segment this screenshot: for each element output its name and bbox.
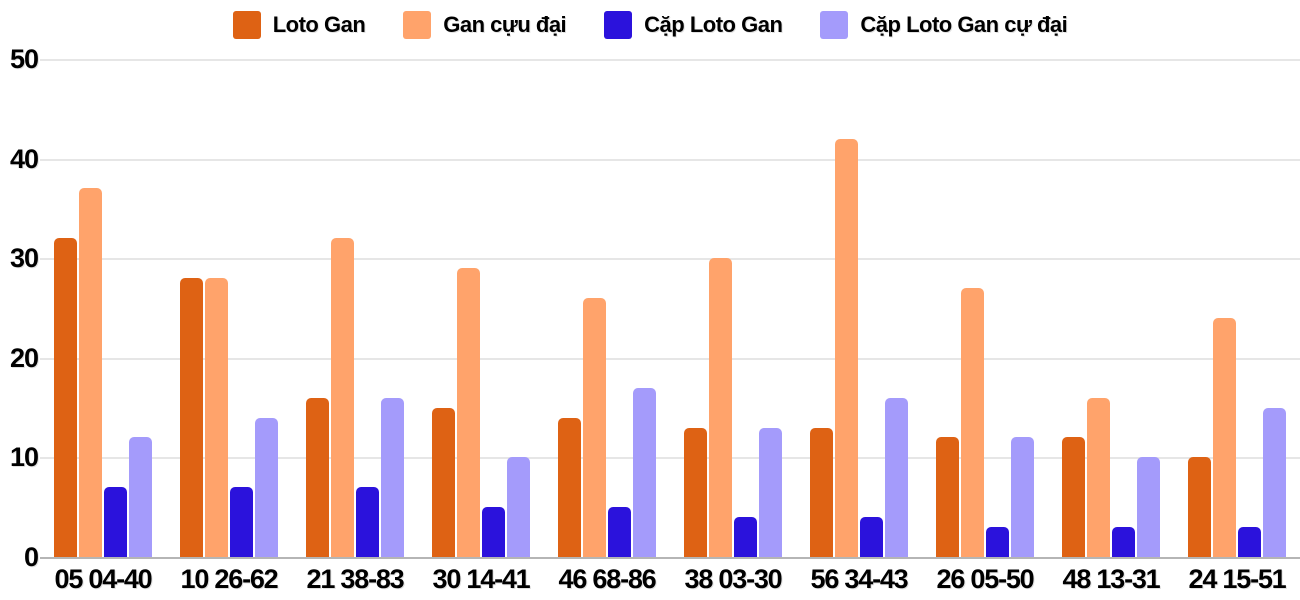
bar-cap-loto-gan-4[interactable]	[482, 507, 505, 557]
x-tick-9: 48 13-31	[1062, 564, 1161, 594]
bar-cap-loto-gan-cu-dai-4[interactable]	[507, 457, 530, 557]
bar-loto-gan-1[interactable]	[54, 238, 77, 557]
bar-cap-loto-gan-cu-dai-7[interactable]	[885, 398, 908, 557]
bar-cap-loto-gan-1[interactable]	[104, 487, 127, 557]
bar-gan-cuu-dai-1[interactable]	[79, 188, 102, 557]
bar-group-8	[922, 60, 1048, 557]
bar-group-6	[670, 60, 796, 557]
bar-cap-loto-gan-cu-dai-6[interactable]	[759, 428, 782, 557]
bar-cap-loto-gan-7[interactable]	[860, 517, 883, 557]
gridline-40	[40, 158, 1300, 161]
bar-gan-cuu-dai-9[interactable]	[1087, 398, 1110, 557]
bar-cap-loto-gan-cu-dai-10[interactable]	[1263, 408, 1286, 557]
bar-cap-loto-gan-cu-dai-5[interactable]	[633, 388, 656, 557]
legend-swatch-cap-loto-gan	[604, 11, 633, 39]
legend-item-loto-gan[interactable]: Loto Gan	[232, 11, 366, 39]
bar-loto-gan-10[interactable]	[1188, 457, 1211, 557]
y-tick-0: 0	[23, 542, 39, 572]
y-tick-40: 40	[9, 143, 39, 174]
gridline-20	[40, 357, 1300, 360]
bar-loto-gan-2[interactable]	[180, 278, 203, 557]
legend-swatch-cap-loto-gan-cu-dai	[820, 11, 849, 39]
x-tick-7: 56 34-43	[810, 564, 909, 594]
y-tick-20: 20	[9, 342, 39, 373]
bar-gan-cuu-dai-3[interactable]	[331, 238, 354, 557]
bar-group-3	[292, 60, 418, 557]
legend-label-cap-loto-gan-cu-dai: Cặp Loto Gan cự đại	[860, 12, 1068, 37]
bar-cap-loto-gan-5[interactable]	[608, 507, 631, 557]
bar-loto-gan-7[interactable]	[810, 428, 833, 557]
bar-cap-loto-gan-6[interactable]	[734, 517, 757, 557]
bar-group-1	[40, 60, 166, 557]
bar-gan-cuu-dai-6[interactable]	[709, 258, 732, 557]
bar-loto-gan-9[interactable]	[1062, 437, 1085, 557]
x-tick-8: 26 05-50	[936, 564, 1035, 594]
legend-label-loto-gan: Loto Gan	[272, 12, 366, 37]
bar-cap-loto-gan-cu-dai-3[interactable]	[381, 398, 404, 557]
x-tick-3: 21 38-83	[306, 564, 405, 594]
bar-group-5	[544, 60, 670, 557]
bar-gan-cuu-dai-5[interactable]	[583, 298, 606, 557]
legend-item-cap-loto-gan[interactable]: Cặp Loto Gan	[604, 11, 783, 39]
bar-gan-cuu-dai-4[interactable]	[457, 268, 480, 557]
gridline-50	[40, 59, 1300, 61]
legend-label-gan-cuu-dai: Gan cựu đại	[443, 12, 567, 37]
gridline-30	[40, 258, 1300, 261]
bar-cap-loto-gan-3[interactable]	[356, 487, 379, 557]
legend-label-cap-loto-gan: Cặp Loto Gan	[644, 12, 783, 37]
bar-gan-cuu-dai-10[interactable]	[1213, 318, 1236, 557]
x-tick-5: 46 68-86	[558, 564, 657, 594]
bar-group-10	[1174, 60, 1300, 557]
y-tick-10: 10	[9, 442, 39, 473]
bar-cap-loto-gan-cu-dai-9[interactable]	[1137, 457, 1160, 557]
bar-cap-loto-gan-8[interactable]	[986, 527, 1009, 557]
bar-cap-loto-gan-10[interactable]	[1238, 527, 1261, 557]
x-tick-10: 24 15-51	[1188, 564, 1287, 594]
legend-item-cap-loto-gan-cu-dai[interactable]: Cặp Loto Gan cự đại	[820, 11, 1068, 39]
bar-cap-loto-gan-cu-dai-2[interactable]	[255, 418, 278, 557]
y-tick-30: 30	[9, 243, 39, 274]
gridline-10	[40, 457, 1300, 460]
bar-group-4	[418, 60, 544, 557]
bar-gan-cuu-dai-2[interactable]	[205, 278, 228, 557]
x-tick-1: 05 04-40	[54, 564, 153, 594]
y-tick-50: 50	[9, 44, 39, 74]
legend-item-gan-cuu-dai[interactable]: Gan cựu đại	[403, 11, 567, 39]
legend: Loto Gan Gan cựu đại Cặp Loto Gan Cặp Loto …	[0, 8, 1300, 42]
bar-cap-loto-gan-cu-dai-8[interactable]	[1011, 437, 1034, 557]
bar-loto-gan-4[interactable]	[432, 408, 455, 557]
bar-loto-gan-3[interactable]	[306, 398, 329, 557]
legend-swatch-gan-cuu-dai	[403, 11, 432, 39]
bar-cap-loto-gan-2[interactable]	[230, 487, 253, 557]
bar-gan-cuu-dai-7[interactable]	[835, 139, 858, 557]
x-axis-line	[40, 557, 1300, 559]
bar-cap-loto-gan-cu-dai-1[interactable]	[129, 437, 152, 557]
x-tick-2: 10 26-62	[180, 564, 279, 594]
x-tick-4: 30 14-41	[432, 564, 531, 594]
bar-group-2	[166, 60, 292, 557]
bar-loto-gan-6[interactable]	[684, 428, 707, 557]
bar-group-7	[796, 60, 922, 557]
bar-gan-cuu-dai-8[interactable]	[961, 288, 984, 557]
x-tick-6: 38 03-30	[684, 564, 783, 594]
legend-swatch-loto-gan	[232, 11, 261, 39]
bar-group-9	[1048, 60, 1174, 557]
bar-cap-loto-gan-9[interactable]	[1112, 527, 1135, 557]
bar-loto-gan-5[interactable]	[558, 418, 581, 557]
bar-loto-gan-8[interactable]	[936, 437, 959, 557]
